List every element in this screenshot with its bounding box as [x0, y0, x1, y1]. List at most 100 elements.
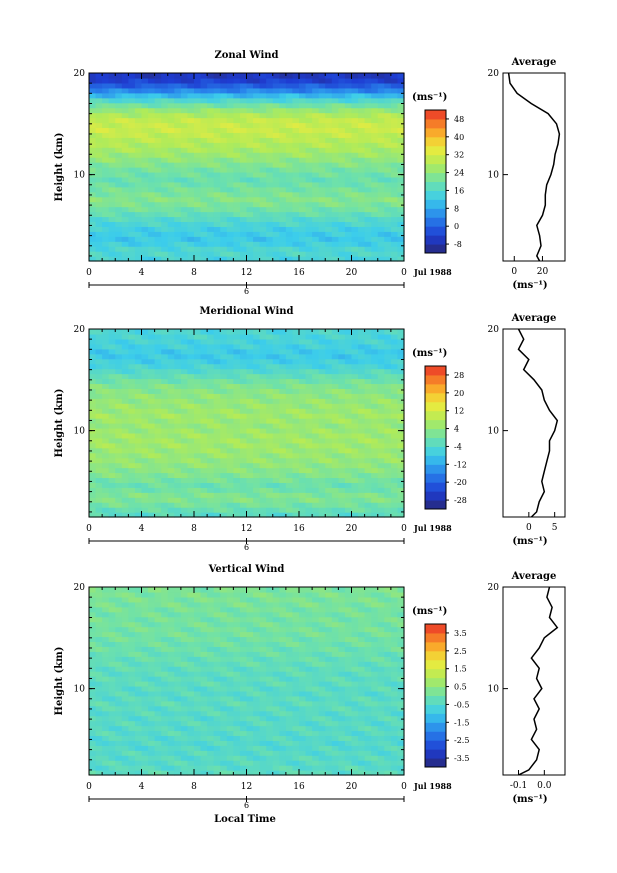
heatmap-cell: [253, 167, 261, 173]
heatmap-cell: [154, 112, 162, 119]
heatmap-cell: [292, 157, 300, 163]
heatmap-cell: [331, 241, 339, 247]
y-tick-label: 20: [74, 325, 86, 335]
heatmap-cell: [246, 432, 254, 439]
heatmap-cell: [338, 358, 346, 365]
heatmap-cell: [121, 378, 129, 385]
heatmap-cell: [89, 740, 97, 746]
heatmap-cell: [108, 231, 116, 237]
heatmap-cell: [174, 765, 182, 771]
heatmap-cell: [213, 348, 221, 355]
heatmap-cell: [338, 246, 346, 252]
heatmap-cell: [285, 107, 294, 114]
heatmap-cell: [253, 132, 261, 138]
heatmap-cell: [371, 760, 379, 766]
heatmap-cell: [377, 502, 385, 508]
heatmap-cell: [180, 157, 189, 163]
heatmap-cell: [279, 167, 287, 173]
heatmap-cell: [390, 157, 399, 163]
heatmap-cell: [266, 740, 274, 746]
colorbar-tick-label: 40: [454, 133, 464, 142]
heatmap-cell: [115, 117, 123, 124]
heatmap-cell: [358, 398, 366, 404]
heatmap-cell: [312, 487, 320, 493]
heatmap-cell: [141, 251, 149, 257]
heatmap-cell: [338, 82, 346, 89]
heatmap-cell: [344, 750, 353, 756]
heatmap-cell: [299, 236, 307, 242]
heatmap-cell: [102, 368, 110, 375]
heatmap-cell: [299, 383, 307, 389]
heatmap-cell: [266, 152, 274, 158]
heatmap-cell: [102, 472, 110, 479]
heatmap-cell: [246, 73, 254, 79]
heatmap-cell: [95, 211, 103, 218]
heatmap-cell: [115, 191, 123, 198]
heatmap-cell: [384, 348, 392, 355]
heatmap-cell: [167, 122, 175, 129]
heatmap-cell: [285, 695, 294, 702]
heatmap-cell: [299, 681, 307, 687]
heatmap-cell: [377, 251, 385, 257]
heatmap-cell: [299, 82, 307, 89]
heatmap-cell: [292, 358, 300, 365]
heatmap-cell: [390, 343, 399, 350]
heatmap-cell: [180, 127, 189, 133]
heatmap-cell: [344, 142, 353, 148]
heatmap-cell: [344, 685, 353, 692]
heatmap-cell: [246, 201, 254, 208]
heatmap-cell: [299, 102, 307, 109]
heatmap-cell: [364, 343, 372, 350]
heatmap-cell: [325, 231, 333, 237]
heatmap-cell: [299, 167, 307, 173]
heatmap-cell: [148, 181, 156, 188]
heatmap-cell: [220, 457, 228, 464]
heatmap-cell: [266, 82, 274, 89]
heatmap-cell: [338, 368, 346, 375]
heatmap-cell: [253, 368, 261, 375]
heatmap-cell: [148, 77, 156, 84]
heatmap-cell: [272, 690, 280, 697]
heatmap-cell: [259, 338, 267, 345]
heatmap-cell: [174, 162, 182, 168]
heatmap-cell: [312, 373, 320, 380]
heatmap-cell: [312, 73, 320, 79]
heatmap-cell: [312, 137, 320, 143]
heatmap-cell: [89, 735, 97, 741]
heatmap-cell: [167, 176, 175, 183]
heatmap-cell: [95, 221, 103, 227]
heatmap-cell: [377, 413, 385, 419]
heatmap-cell: [351, 685, 359, 692]
heatmap-cell: [299, 216, 307, 223]
heatmap-cell: [259, 358, 267, 365]
heatmap-cell: [285, 87, 294, 94]
heatmap-cell: [95, 231, 103, 237]
heatmap-cell: [272, 147, 280, 153]
heatmap-cell: [108, 388, 116, 394]
heatmap-cell: [325, 681, 333, 687]
heatmap-cell: [167, 191, 175, 198]
heatmap-cell: [161, 181, 169, 188]
heatmap-cell: [187, 102, 195, 109]
colorbar-tick-label: 0: [454, 222, 459, 231]
heatmap-cell: [312, 87, 320, 94]
heatmap-cell: [351, 725, 359, 732]
heatmap-cell: [292, 211, 300, 218]
heatmap-cell: [134, 750, 143, 756]
heatmap-cell: [95, 408, 103, 414]
heatmap-cell: [207, 383, 215, 389]
heatmap-cell: [325, 196, 333, 203]
heatmap-cell: [161, 378, 169, 385]
heatmap-cell: [272, 502, 280, 508]
heatmap-cell: [318, 201, 326, 208]
heatmap-cell: [174, 671, 182, 677]
heatmap-cell: [253, 472, 261, 479]
heatmap-cell: [220, 388, 228, 394]
heatmap-cell: [384, 681, 392, 687]
heatmap-cell: [200, 457, 208, 464]
heatmap-cell: [220, 211, 228, 218]
heatmap-cell: [239, 477, 248, 483]
heatmap-cell: [371, 157, 379, 163]
heatmap-cell: [207, 373, 215, 380]
heatmap-cell: [180, 432, 189, 439]
